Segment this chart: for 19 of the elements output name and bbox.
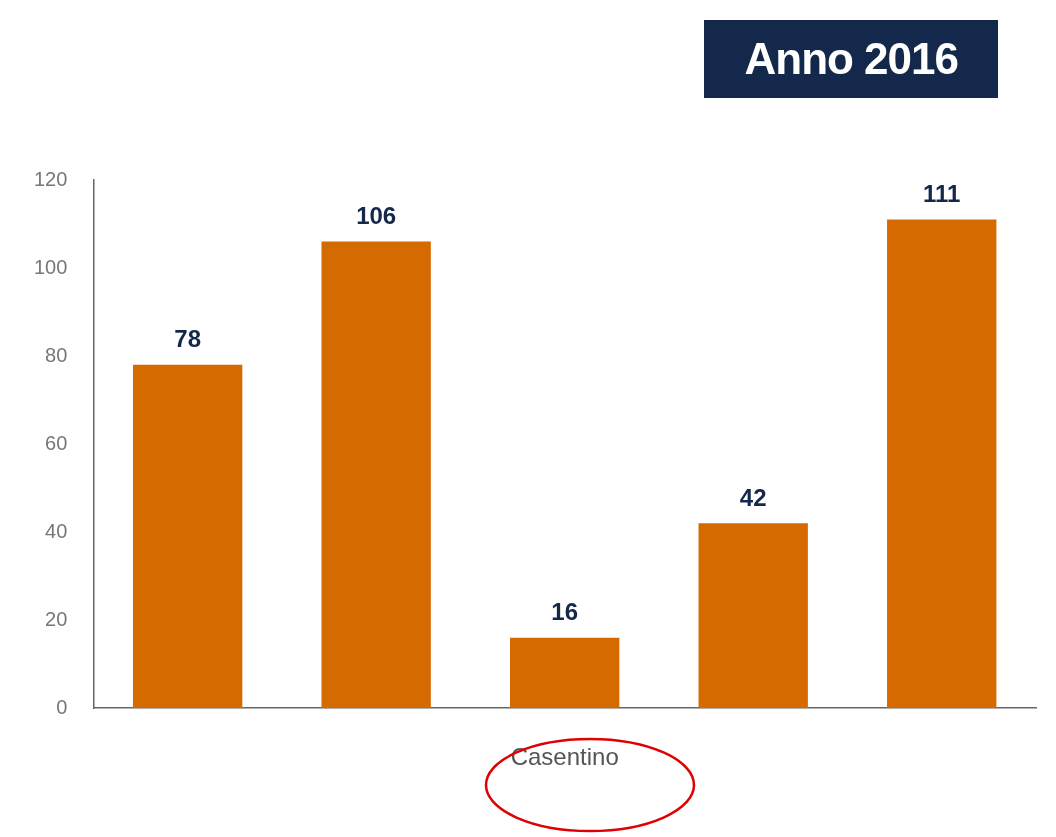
- y-tick-label: 20: [45, 607, 68, 630]
- data-label: 16: [551, 598, 579, 626]
- bar: [321, 241, 431, 709]
- data-label: 42: [739, 483, 767, 511]
- data-label: 78: [174, 325, 201, 353]
- bar: [698, 523, 808, 709]
- y-tick-label: 120: [33, 167, 68, 190]
- y-tick-label: 60: [45, 431, 68, 454]
- chart-title: Anno 2016: [704, 20, 998, 98]
- y-tick-label: 80: [45, 343, 68, 366]
- data-label: 106: [356, 202, 397, 230]
- x-tick-label: Casentino: [510, 743, 619, 771]
- bar: [132, 364, 243, 709]
- y-tick-label: 100: [33, 255, 68, 278]
- y-tick-label: 40: [45, 519, 68, 542]
- bar: [887, 219, 997, 709]
- data-label: 111: [923, 180, 961, 208]
- bar: [510, 637, 620, 709]
- y-tick-label: 0: [56, 695, 68, 718]
